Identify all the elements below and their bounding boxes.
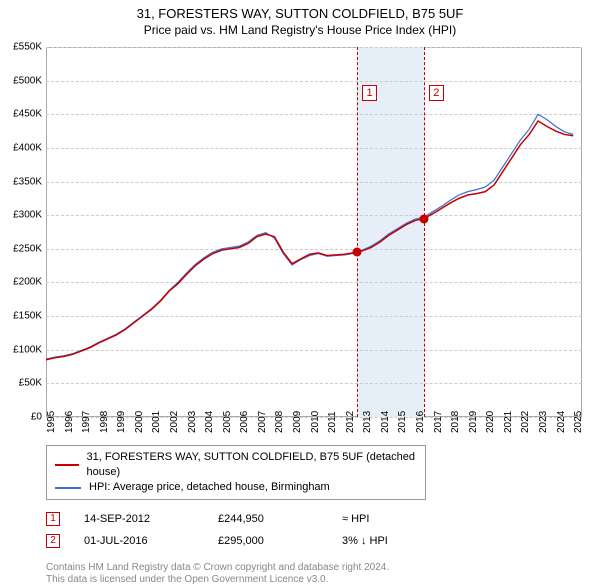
- y-tick: £150K: [2, 311, 42, 322]
- y-tick: £350K: [2, 176, 42, 187]
- y-tick: £400K: [2, 142, 42, 153]
- sale-flag: 1: [362, 85, 377, 101]
- chart-subtitle: Price paid vs. HM Land Registry's House …: [0, 23, 600, 37]
- x-tick: 2002: [169, 411, 180, 433]
- x-tick: 2012: [345, 411, 356, 433]
- sale-marker-line: [424, 47, 425, 417]
- y-tick: £200K: [2, 277, 42, 288]
- legend-row: HPI: Average price, detached house, Birm…: [55, 480, 417, 495]
- legend-label: 31, FORESTERS WAY, SUTTON COLDFIELD, B75…: [87, 450, 417, 480]
- y-tick: £450K: [2, 109, 42, 120]
- x-tick: 2019: [468, 411, 479, 433]
- footer-line-2: This data is licensed under the Open Gov…: [46, 574, 600, 586]
- sale-marker-dot: [419, 214, 428, 223]
- x-tick: 2013: [362, 411, 373, 433]
- legend-box: 31, FORESTERS WAY, SUTTON COLDFIELD, B75…: [46, 445, 426, 500]
- sale-marker-dot: [353, 248, 362, 257]
- plot-area: 12 £0£50K£100K£150K£200K£250K£300K£350K£…: [46, 47, 582, 417]
- legend-swatch: [55, 487, 81, 489]
- x-tick: 2010: [310, 411, 321, 433]
- footer-line-1: Contains HM Land Registry data © Crown c…: [46, 562, 600, 574]
- x-tick: 2018: [450, 411, 461, 433]
- sales-date: 01-JUL-2016: [84, 535, 194, 547]
- x-tick: 1995: [46, 411, 57, 433]
- x-tick: 2024: [556, 411, 567, 433]
- sale-marker-line: [357, 47, 358, 417]
- sales-table: 1 14-SEP-2012 £244,950 ≈ HPI 2 01-JUL-2016 £29…: [46, 508, 600, 552]
- x-tick: 2017: [433, 411, 444, 433]
- line-series-svg: [46, 47, 582, 417]
- x-tick: 2005: [222, 411, 233, 433]
- sales-row: 2 01-JUL-2016 £295,000 3% ↓ HPI: [46, 530, 600, 552]
- legend-swatch: [55, 464, 79, 466]
- x-tick: 1996: [64, 411, 75, 433]
- legend: 31, FORESTERS WAY, SUTTON COLDFIELD, B75…: [46, 445, 582, 500]
- x-tick: 2021: [503, 411, 514, 433]
- y-tick: £0: [2, 412, 42, 423]
- sale-flag: 2: [429, 85, 444, 101]
- chart-container: 31, FORESTERS WAY, SUTTON COLDFIELD, B75…: [0, 6, 600, 566]
- x-tick: 2003: [187, 411, 198, 433]
- x-tick: 2023: [538, 411, 549, 433]
- x-tick: 2001: [151, 411, 162, 433]
- x-tick: 2006: [239, 411, 250, 433]
- x-tick: 2009: [292, 411, 303, 433]
- x-tick: 2020: [485, 411, 496, 433]
- legend-row: 31, FORESTERS WAY, SUTTON COLDFIELD, B75…: [55, 450, 417, 480]
- footer: Contains HM Land Registry data © Crown c…: [46, 562, 600, 586]
- sales-price: £244,950: [218, 513, 318, 525]
- x-tick: 2014: [380, 411, 391, 433]
- x-tick: 1998: [99, 411, 110, 433]
- y-tick: £500K: [2, 75, 42, 86]
- y-tick: £100K: [2, 344, 42, 355]
- chart-title: 31, FORESTERS WAY, SUTTON COLDFIELD, B75…: [0, 6, 600, 21]
- y-tick: £300K: [2, 210, 42, 221]
- sales-delta: 3% ↓ HPI: [342, 535, 388, 547]
- x-tick: 2022: [520, 411, 531, 433]
- sales-row: 1 14-SEP-2012 £244,950 ≈ HPI: [46, 508, 600, 530]
- x-tick: 2000: [134, 411, 145, 433]
- y-tick: £50K: [2, 378, 42, 389]
- legend-label: HPI: Average price, detached house, Birm…: [89, 480, 330, 495]
- x-tick: 2011: [327, 411, 338, 433]
- sales-row-flag: 2: [46, 534, 60, 548]
- sales-date: 14-SEP-2012: [84, 513, 194, 525]
- x-tick: 2015: [397, 411, 408, 433]
- sales-row-flag: 1: [46, 512, 60, 526]
- x-tick: 2008: [274, 411, 285, 433]
- sales-price: £295,000: [218, 535, 318, 547]
- x-tick: 1997: [81, 411, 92, 433]
- x-tick: 2025: [573, 411, 584, 433]
- x-tick: 2004: [204, 411, 215, 433]
- sales-delta: ≈ HPI: [342, 513, 369, 525]
- y-tick: £250K: [2, 243, 42, 254]
- x-tick: 1999: [116, 411, 127, 433]
- y-tick: £550K: [2, 42, 42, 53]
- x-tick: 2007: [257, 411, 268, 433]
- x-tick: 2016: [415, 411, 426, 433]
